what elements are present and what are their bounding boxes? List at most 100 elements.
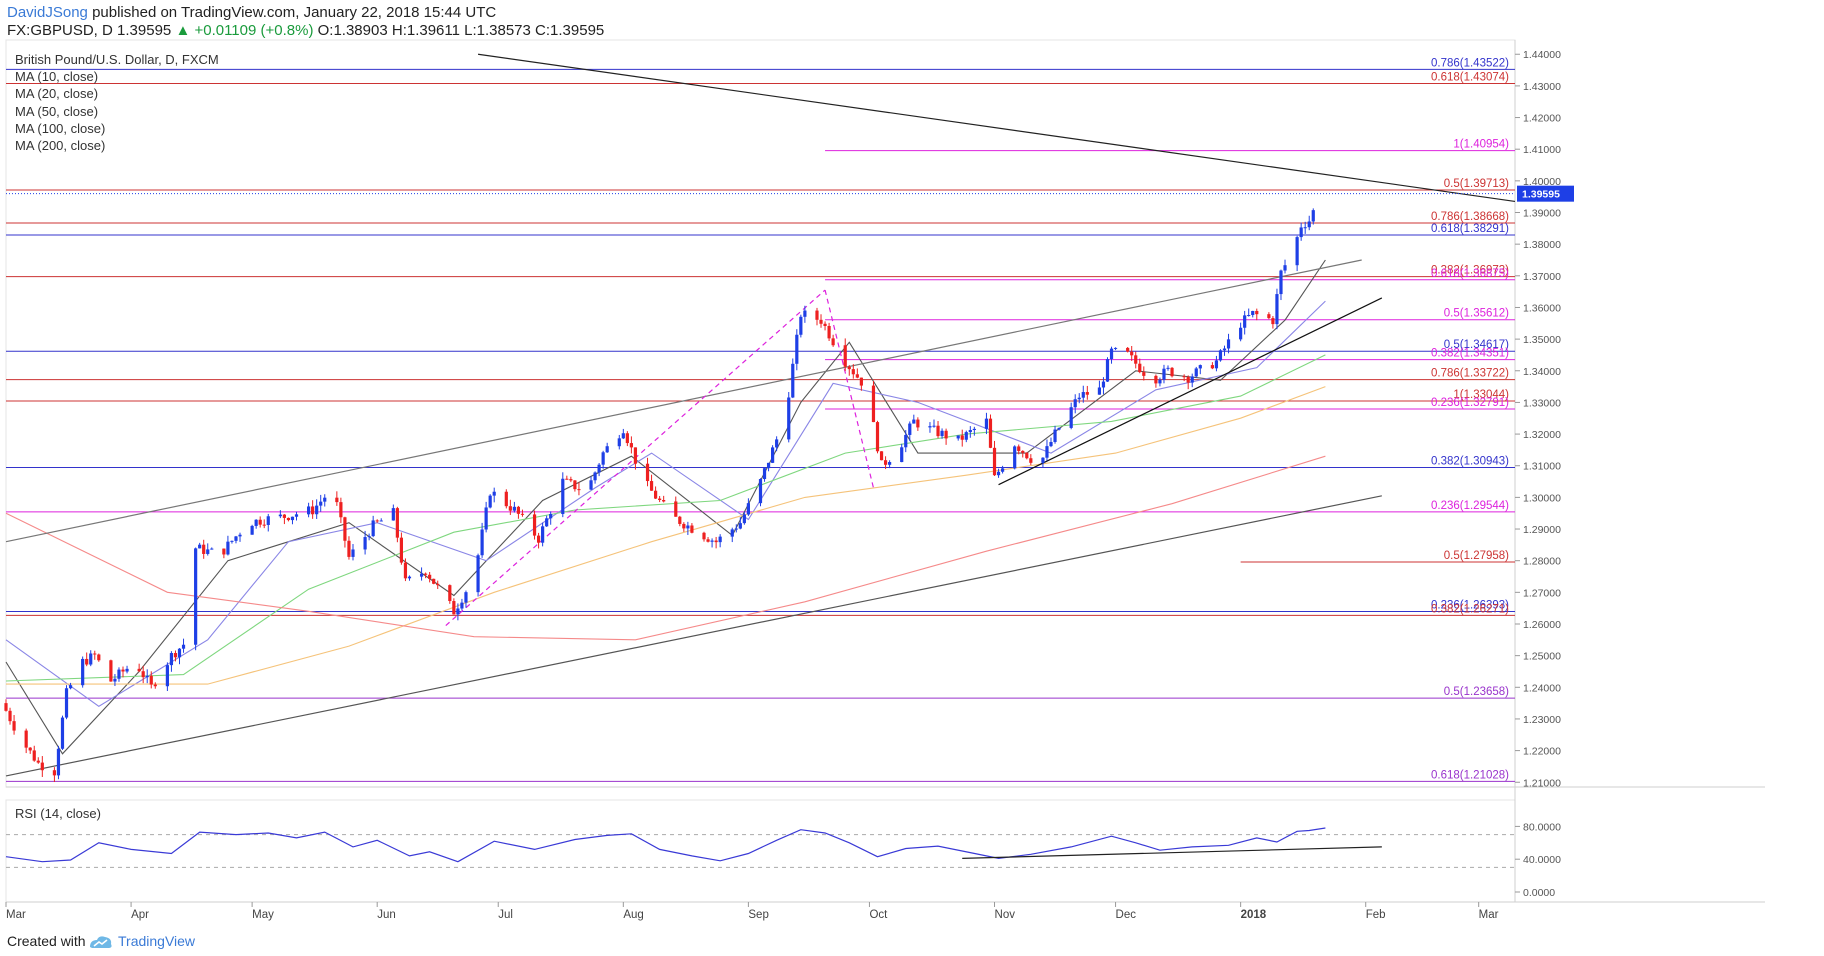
candle-body xyxy=(165,665,169,687)
candle-body xyxy=(815,310,819,320)
candle-body xyxy=(904,434,908,448)
y-tick-label: 1.23000 xyxy=(1523,714,1561,726)
candle-body xyxy=(883,460,888,465)
author-link[interactable]: DavidJSong xyxy=(7,4,88,21)
candle-body xyxy=(545,518,549,527)
candle-body xyxy=(367,536,371,538)
candle-body xyxy=(335,497,339,503)
candle-body xyxy=(1214,360,1219,369)
candle-body xyxy=(871,385,876,423)
candle-body xyxy=(516,506,521,514)
candle-body xyxy=(823,323,827,326)
candle-body xyxy=(452,601,456,615)
candle-body xyxy=(746,503,750,515)
y-tick-label: 1.30000 xyxy=(1523,492,1561,504)
candle-body xyxy=(456,608,460,615)
candle-body xyxy=(710,540,714,542)
candle-body xyxy=(649,481,654,491)
candle-body xyxy=(1186,376,1190,383)
candle-body xyxy=(137,668,141,672)
candle-body xyxy=(1275,294,1279,325)
fib-level-label: 0.382(1.26271) xyxy=(1431,603,1509,615)
tradingview-logo-icon[interactable] xyxy=(88,934,114,950)
candle-body xyxy=(226,541,230,555)
candle-body xyxy=(1142,372,1146,376)
candle-body xyxy=(1029,458,1033,463)
candle-body xyxy=(1158,379,1162,384)
candle-body xyxy=(758,479,763,504)
legend-ma200[interactable]: MA (200, close) xyxy=(15,138,106,154)
candle-body xyxy=(916,419,920,428)
candle-body xyxy=(97,654,101,661)
candle-body xyxy=(234,536,238,541)
candle-body xyxy=(843,345,847,367)
candle-body xyxy=(803,310,807,317)
fib-level-label: 0.618(1.38291) xyxy=(1431,223,1509,235)
legend-ma10[interactable]: MA (10, close) xyxy=(15,69,99,85)
candle-body xyxy=(113,678,117,682)
y-tick-label: 1.28000 xyxy=(1523,556,1561,568)
candle-body xyxy=(117,669,121,679)
tradingview-brand[interactable]: TradingView xyxy=(118,933,196,949)
candle-body xyxy=(1085,392,1089,395)
x-tick-label: Mar xyxy=(6,909,26,921)
candle-body xyxy=(702,532,706,540)
y-tick-label: 1.29000 xyxy=(1523,524,1561,536)
candle-body xyxy=(508,506,512,511)
candle-body xyxy=(1267,314,1271,319)
candle-body xyxy=(589,480,593,490)
candle-body xyxy=(992,447,997,476)
candle-body xyxy=(250,525,254,535)
fib-level-label: 0.618(1.21028) xyxy=(1431,769,1509,781)
y-tick-label: 1.36000 xyxy=(1523,302,1561,314)
moving-average-ma200 xyxy=(5,455,1326,641)
candle-body xyxy=(1247,315,1251,317)
candle-body xyxy=(944,430,948,439)
publish-line: DavidJSong published on TradingView.com,… xyxy=(7,4,496,21)
y-tick-label: 1.34000 xyxy=(1523,366,1561,378)
candle-body xyxy=(775,439,779,448)
candle-body xyxy=(1311,210,1315,222)
swing-dashed-line xyxy=(824,289,875,489)
legend-ma20[interactable]: MA (20, close) xyxy=(15,86,99,102)
candle-body xyxy=(561,478,565,515)
legend-ma100[interactable]: MA (100, close) xyxy=(15,120,106,136)
candle-body xyxy=(460,602,464,609)
candle-body xyxy=(730,529,734,537)
trendline xyxy=(5,259,1362,543)
candle-body xyxy=(1134,355,1138,364)
price-change: +0.01109 (+0.8%) xyxy=(194,22,314,39)
moving-average-ma100 xyxy=(6,386,1326,685)
fib-level-label: 0.786(1.33722) xyxy=(1431,368,1509,380)
candle-body xyxy=(536,535,541,543)
candle-body xyxy=(1170,367,1174,377)
candle-body xyxy=(347,540,351,557)
chart-canvas[interactable]: 1.21000 1.22000 1.23000 1.24000 1.25000 1.260… xyxy=(0,0,1824,928)
candle-body xyxy=(375,520,379,522)
candle-body xyxy=(266,516,270,525)
y-tick-label: 1.24000 xyxy=(1523,682,1561,694)
candle-body xyxy=(972,428,976,431)
candle-body xyxy=(1210,365,1214,369)
candle-body xyxy=(1045,446,1049,458)
candle-body xyxy=(1198,365,1202,369)
fib-level-label: 0.618(1.43074) xyxy=(1431,72,1509,84)
candle-body xyxy=(1049,441,1053,447)
candle-body xyxy=(988,418,993,448)
rsi-line xyxy=(5,827,1326,863)
candle-body xyxy=(629,443,633,448)
candle-body xyxy=(875,422,880,452)
legend-ma50[interactable]: MA (50, close) xyxy=(15,103,99,119)
candle-body xyxy=(827,325,831,339)
candle-body xyxy=(1295,237,1299,266)
candle-body xyxy=(847,366,851,370)
x-tick-label: May xyxy=(252,909,274,921)
close-value: C:1.39595 xyxy=(535,22,605,39)
candle-body xyxy=(888,462,892,465)
candle-body xyxy=(464,592,468,603)
candle-body xyxy=(879,451,884,461)
candle-body xyxy=(1283,265,1287,271)
candle-body xyxy=(8,710,12,722)
candle-body xyxy=(851,369,855,375)
candle-body xyxy=(403,562,408,579)
